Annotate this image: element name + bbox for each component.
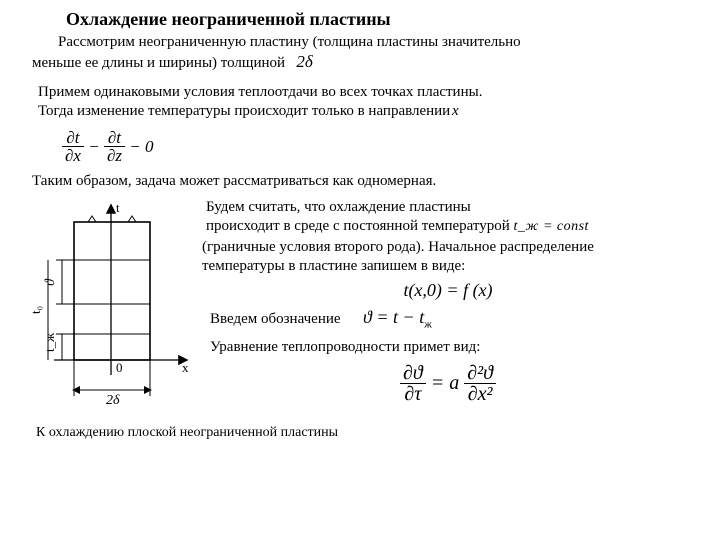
equation-4: ∂ϑ∂τ = a ∂²ϑ∂x² (202, 363, 694, 404)
svg-text:t: t (116, 200, 120, 215)
page-title: Охлаждение неограниченной пластины (66, 8, 694, 31)
svg-text:t₀: t₀ (28, 306, 43, 314)
eq1-num2: ∂t (104, 129, 125, 147)
eq4-eq: = a (431, 372, 460, 394)
intro-paragraph: Рассмотрим неограниченную пластину (толщ… (32, 33, 688, 74)
equation-2: t(x,0) = f (x) (202, 279, 694, 302)
direction-x: x (452, 103, 459, 119)
eq1-num1: ∂t (62, 129, 84, 147)
intro-line1: Рассмотрим неограниченную пластину (толщ… (58, 34, 521, 50)
eq4-num1: ∂ϑ (400, 363, 426, 384)
svg-text:x: x (182, 360, 189, 375)
cooling-assumption: Будем считать, что охлаждение пластины п… (206, 198, 694, 236)
figure-caption: К охлаждению плоской неограниченной плас… (36, 424, 694, 442)
eq4-num2: ∂²ϑ (464, 363, 496, 384)
svg-text:2δ: 2δ (106, 393, 120, 408)
equation-1: ∂t∂x − ∂t∂z − 0 (62, 129, 694, 164)
eq4-den2: ∂x² (464, 384, 496, 404)
line4a: Будем считать, что охлаждение пластины (206, 199, 471, 215)
intro-line2: меньше ее длины и ширины) толщиной (32, 55, 285, 71)
boundary-line: (граничные условия второго рода). Началь… (202, 238, 676, 276)
line4b: происходит в среде с постоянной температ… (206, 218, 510, 234)
eq1-den2: ∂z (104, 147, 125, 164)
eq4-den1: ∂τ (400, 384, 426, 404)
eq1-rhs: − 0 (129, 136, 153, 155)
para2-line2: Тогда изменение температуры происходит т… (38, 103, 450, 119)
assumption-paragraph: Примем одинаковыми условия теплоотдачи в… (38, 83, 682, 121)
t-zh-const: t_ж = const (514, 219, 589, 234)
svg-text:ϑ: ϑ (43, 278, 58, 286)
introduce-label: Введем обозначение (210, 311, 341, 327)
diagram: t x 0 2δ ϑ t₀ t_ж (26, 200, 196, 410)
heat-eq-intro: Уравнение теплопроводности примет вид: (210, 338, 694, 357)
one-dimensional-line: Таким образом, задача может рассматриват… (32, 172, 694, 191)
eq1-den1: ∂x (62, 147, 84, 164)
svg-text:t_ж: t_ж (42, 332, 57, 352)
para2-line1: Примем одинаковыми условия теплоотдачи в… (38, 84, 482, 100)
svg-text:0: 0 (116, 360, 123, 375)
eq1-minus: − (88, 136, 99, 155)
thickness-symbol: 2δ (296, 52, 312, 71)
equation-3: ϑ = t − tж (363, 307, 432, 327)
